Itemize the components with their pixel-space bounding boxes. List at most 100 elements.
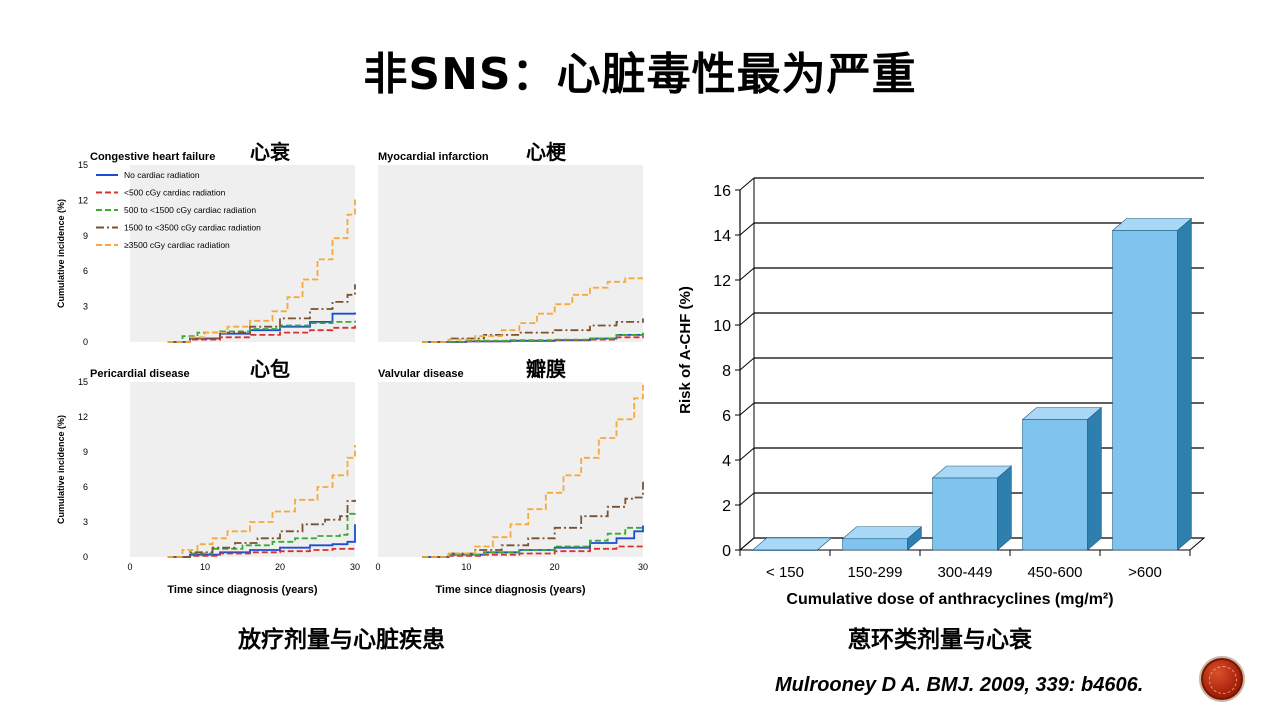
series-line-1 xyxy=(167,324,356,343)
y-tick-label: 15 xyxy=(78,160,88,170)
y-tick-label: 0 xyxy=(83,337,88,347)
y-tick-label: 0 xyxy=(722,543,731,560)
series-line-0 xyxy=(422,525,644,558)
y-tick-label: 15 xyxy=(78,377,88,387)
y-tick-label: 16 xyxy=(713,183,731,200)
panel-cn-label: 瓣膜 xyxy=(526,357,566,381)
panel-cn-label: 心包 xyxy=(250,357,290,381)
cardiac-outcome-panels: Congestive heart failure 心衰 0 3 6 9 12 15 Cumula… xyxy=(56,140,648,596)
y-tick-label: 9 xyxy=(83,447,88,457)
right-caption: 蒽环类剂量与心衰 xyxy=(848,627,1032,653)
bar-top xyxy=(841,526,923,540)
series-line-2 xyxy=(167,512,356,558)
grid-line xyxy=(739,402,755,416)
y-axis-label: Risk of A-CHF (%) xyxy=(677,286,694,414)
anthracycline-bar-chart: 0 2 4 6 8 10 12 14 16 Risk of A-CHF (%) < 150 150-2… xyxy=(677,177,1206,608)
series-line-3 xyxy=(422,478,644,558)
y-tick-label: 12 xyxy=(78,195,88,205)
series-line-4 xyxy=(167,445,356,558)
grid-line xyxy=(739,177,755,191)
series-line-2 xyxy=(422,332,644,343)
y-tick-label: 12 xyxy=(713,273,731,290)
panel-title: Valvular disease xyxy=(378,368,464,380)
grid-line xyxy=(739,222,755,236)
series-line-1 xyxy=(422,545,644,558)
grid-line xyxy=(739,447,755,461)
series-line-3 xyxy=(167,499,356,558)
bar xyxy=(752,549,818,551)
left-caption: 放疗剂量与心脏疾患 xyxy=(238,627,445,653)
series-line-0 xyxy=(167,524,356,558)
x-tick-label: 0 xyxy=(375,562,380,572)
y-tick-label: 12 xyxy=(78,412,88,422)
grid-line xyxy=(739,537,755,551)
y-tick-label: 3 xyxy=(83,302,88,312)
y-tick-label: 10 xyxy=(713,318,731,335)
series-line-4 xyxy=(167,198,356,343)
y-tick-label: 2 xyxy=(722,498,731,515)
x-tick-label: 450-600 xyxy=(1027,564,1082,581)
panel-title: Myocardial infarction xyxy=(378,151,489,163)
x-tick-label: 30 xyxy=(350,562,360,572)
y-axis-label: Cumulative incidence (%) xyxy=(56,415,66,524)
bar-top xyxy=(1021,407,1103,420)
x-tick-label: < 150 xyxy=(766,564,804,581)
series-line-4 xyxy=(422,383,644,558)
legend-label: 1500 to <3500 cGy cardiac radiation xyxy=(124,223,261,233)
grid-line xyxy=(739,492,755,506)
panel-cn-label: 心衰 xyxy=(250,140,291,164)
slide-title: 非SNS：心脏毒性最为严重 xyxy=(363,49,917,100)
x-tick-label: 30 xyxy=(638,562,648,572)
panel-background xyxy=(130,382,355,557)
panel-background xyxy=(378,165,643,342)
series-line-4 xyxy=(422,277,643,343)
y-tick-label: 3 xyxy=(83,517,88,527)
y-tick-label: 8 xyxy=(722,363,731,380)
grid-line xyxy=(739,267,755,281)
y-tick-label: 14 xyxy=(713,228,731,245)
bar xyxy=(1022,419,1088,551)
panel-title: Pericardial disease xyxy=(90,368,190,380)
panel-background xyxy=(130,165,355,342)
citation: Mulrooney D A. BMJ. 2009, 339: b4606. xyxy=(775,674,1144,696)
legend-label: <500 cGy cardiac radiation xyxy=(124,188,226,198)
legend-label: No cardiac radiation xyxy=(124,170,200,180)
bar xyxy=(1112,230,1178,551)
bar-top xyxy=(751,537,833,551)
bar xyxy=(932,477,998,551)
x-tick-label: 20 xyxy=(275,562,285,572)
y-tick-label: 0 xyxy=(83,552,88,562)
x-tick-label: >600 xyxy=(1128,564,1162,581)
y-tick-label: 6 xyxy=(722,408,731,425)
x-tick-label: 150-299 xyxy=(847,564,902,581)
grid-line xyxy=(739,357,755,371)
series-line-3 xyxy=(422,318,644,343)
bar-side xyxy=(1177,217,1192,551)
panel-title: Congestive heart failure xyxy=(90,151,215,163)
x-axis-label: Time since diagnosis (years) xyxy=(167,584,318,596)
y-tick-label: 4 xyxy=(722,453,731,470)
bar-side xyxy=(997,465,1012,551)
x-tick-label: 0 xyxy=(127,562,132,572)
legend-label: 500 to <1500 cGy cardiac radiation xyxy=(124,205,256,215)
bar-side xyxy=(1087,406,1102,551)
x-tick-label: 10 xyxy=(200,562,210,572)
x-tick-label: 300-449 xyxy=(937,564,992,581)
bar-top xyxy=(931,465,1013,479)
y-tick-label: 9 xyxy=(83,231,88,241)
panel-cn-label: 心梗 xyxy=(526,140,567,164)
series-line-2 xyxy=(167,320,356,343)
x-tick-label: 10 xyxy=(461,562,471,572)
bar-top xyxy=(1111,218,1193,231)
x-axis-label: Time since diagnosis (years) xyxy=(435,584,586,596)
grid-line xyxy=(739,312,755,326)
x-tick-label: 20 xyxy=(550,562,560,572)
bar xyxy=(842,538,908,551)
logo-seal xyxy=(1199,656,1245,702)
series-line-2 xyxy=(422,526,644,558)
panel-background xyxy=(378,382,643,557)
y-axis-label: Cumulative incidence (%) xyxy=(56,199,66,308)
legend-label: ≥3500 cGy cardiac radiation xyxy=(124,240,230,250)
x-axis-label: Cumulative dose of anthracyclines (mg/m²… xyxy=(786,591,1113,608)
series-line-1 xyxy=(167,547,356,558)
